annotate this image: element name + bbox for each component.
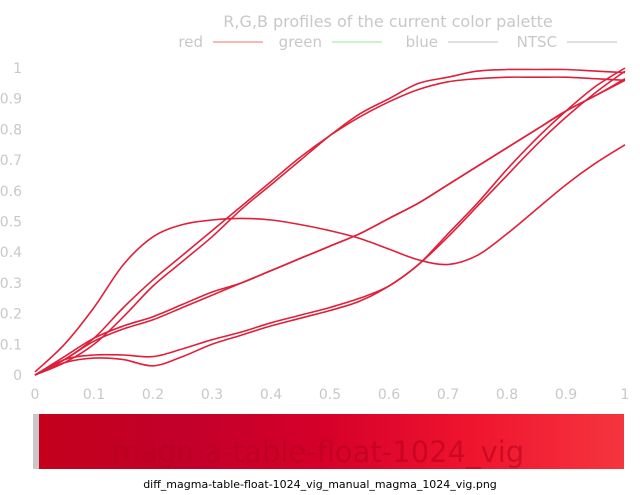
colorbar-label: magma-table-float-1024_vig xyxy=(112,435,524,469)
y-tick-label: 0.9 xyxy=(0,92,22,108)
x-tick-label: 0.3 xyxy=(201,387,223,403)
x-tick-label: 0.5 xyxy=(319,387,341,403)
legend-label-green: green xyxy=(279,33,322,51)
y-tick-label: 0.3 xyxy=(0,276,22,292)
colorbar-gradient xyxy=(33,414,624,469)
legend: red green blue NTSC xyxy=(178,33,617,51)
x-tick-label: 0.8 xyxy=(496,387,518,403)
x-tick-label: 1 xyxy=(621,387,630,403)
y-tick-label: 0.5 xyxy=(0,215,22,231)
y-tick-label: 0.7 xyxy=(0,153,22,169)
y-tick-label: 1 xyxy=(13,61,22,77)
x-tick-label: 0 xyxy=(31,387,40,403)
series-line-red-1 xyxy=(34,76,626,376)
series-line-green-4 xyxy=(34,70,626,376)
image-caption: diff_magma-table-float-1024_vig_manual_m… xyxy=(143,478,497,491)
colorbar-left-edge xyxy=(33,414,39,469)
x-tick-label: 0.1 xyxy=(83,387,105,403)
series-line-ntsc-6 xyxy=(34,78,626,376)
y-tick-label: 0.6 xyxy=(0,184,22,200)
legend-label-red: red xyxy=(178,33,203,51)
y-tick-label: 0.8 xyxy=(0,122,22,138)
series-line-red-0 xyxy=(34,144,626,373)
series-line-green-3 xyxy=(34,67,626,376)
series-line-red-2 xyxy=(34,68,626,376)
series-layer xyxy=(34,67,626,376)
chart-title: R,G,B profiles of the current color pale… xyxy=(223,12,553,31)
x-tick-label: 0.2 xyxy=(142,387,164,403)
x-axis-ticks: 0 0.1 0.2 0.3 0.4 0.5 0.6 0.7 0.8 0.9 1 xyxy=(31,387,630,403)
y-tick-label: 0.4 xyxy=(0,245,22,261)
x-tick-label: 0.6 xyxy=(378,387,400,403)
series-line-blue-5 xyxy=(34,79,626,376)
x-tick-label: 0.9 xyxy=(555,387,577,403)
y-tick-label: 0 xyxy=(13,368,22,384)
legend-label-ntsc: NTSC xyxy=(517,33,557,51)
y-tick-label: 0.2 xyxy=(0,307,22,323)
y-tick-label: 0.1 xyxy=(0,337,22,353)
x-tick-label: 0.7 xyxy=(437,387,459,403)
y-axis-ticks: 0 0.1 0.2 0.3 0.4 0.5 0.6 0.7 0.8 0.9 1 xyxy=(0,61,22,384)
legend-label-blue: blue xyxy=(406,33,438,51)
colorbar: magma-table-float-1024_vig xyxy=(33,414,624,469)
x-tick-label: 0.4 xyxy=(260,387,282,403)
